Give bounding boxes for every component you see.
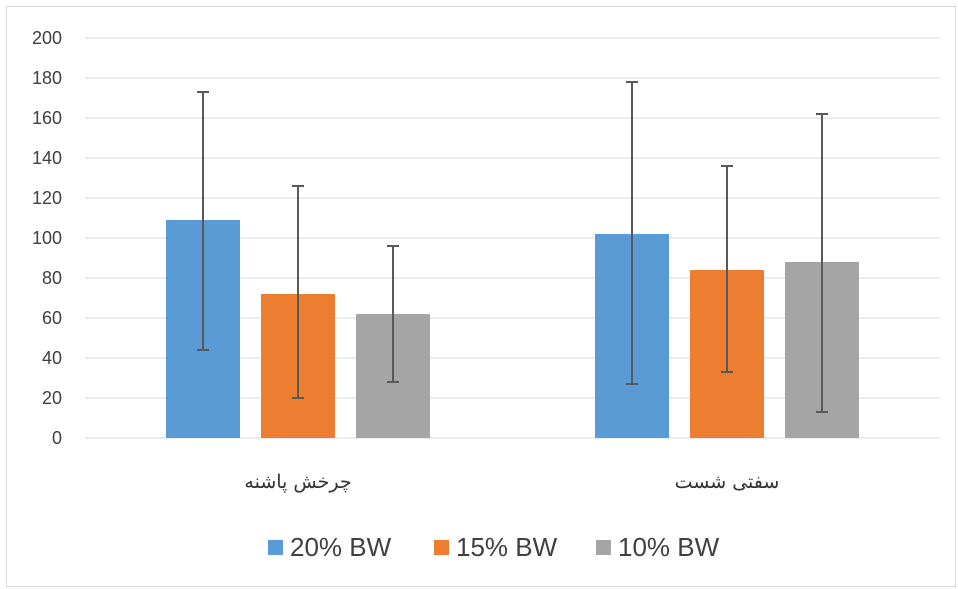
y-tick-label-40: 40 — [42, 348, 62, 368]
legend-label-1: 15% BW — [456, 532, 558, 562]
category-label-0: چرخش پاشنه — [244, 471, 351, 493]
legend-swatch-1 — [434, 540, 449, 555]
bars — [166, 220, 859, 438]
legend-label-0: 20% BW — [290, 532, 392, 562]
y-tick-label-100: 100 — [32, 228, 62, 248]
y-tick-label-160: 160 — [32, 108, 62, 128]
y-tick-label-60: 60 — [42, 308, 62, 328]
y-tick-label-80: 80 — [42, 268, 62, 288]
legend-swatch-0 — [268, 540, 283, 555]
error-bars — [197, 81, 828, 413]
y-tick-label-0: 0 — [52, 428, 62, 448]
legend-label-2: 10% BW — [618, 532, 720, 562]
category-labels: چرخش پاشنه سفتی شست — [244, 471, 779, 493]
legend: 20% BW 15% BW 10% BW — [268, 532, 720, 562]
y-tick-label-140: 140 — [32, 148, 62, 168]
y-axis-tick-labels: 0 20 40 60 80 100 120 140 160 180 200 — [32, 28, 62, 448]
category-label-1: سفتی شست — [675, 471, 780, 493]
y-tick-label-180: 180 — [32, 68, 62, 88]
y-tick-label-120: 120 — [32, 188, 62, 208]
y-tick-label-200: 200 — [32, 28, 62, 48]
y-tick-label-20: 20 — [42, 388, 62, 408]
legend-swatch-2 — [596, 540, 611, 555]
